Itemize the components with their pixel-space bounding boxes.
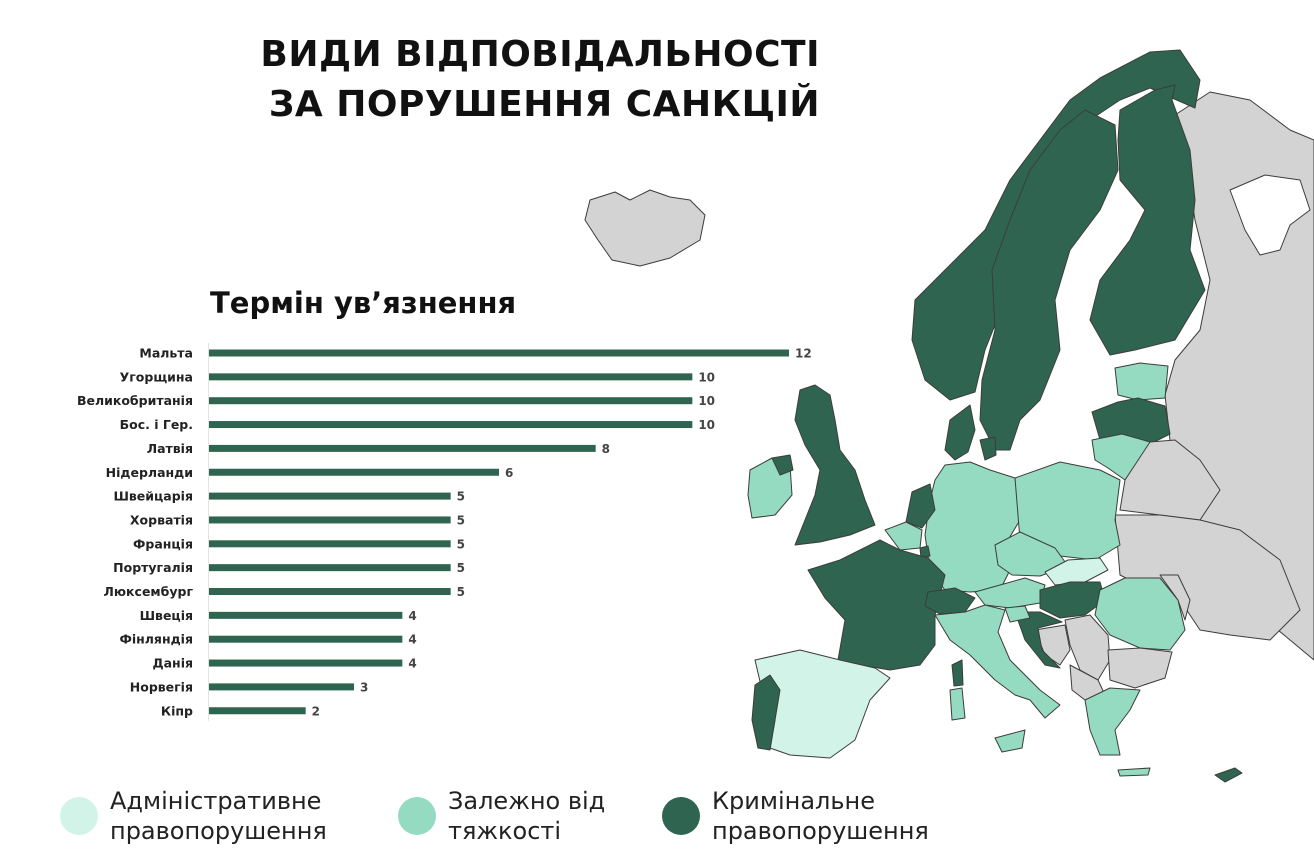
category-label: Мальта [139, 346, 193, 361]
chart-title: Термін ув’язнення [210, 286, 517, 320]
map-croatia [1014, 611, 1063, 669]
map-greece [1084, 687, 1141, 756]
value-label: 5 [457, 561, 465, 575]
legend-dot-depends [398, 797, 436, 835]
category-label: Данія [152, 656, 193, 671]
category-label: Латвія [147, 441, 193, 456]
category-label: Великобританія [77, 393, 193, 408]
legend-label-criminal: Кримінальне правопорушення [712, 787, 929, 845]
value-label: 4 [408, 633, 416, 647]
category-label: Хорватія [130, 512, 193, 527]
map-cyprus [1214, 767, 1243, 783]
legend-label-administrative: Адміністративне правопорушення [110, 787, 327, 845]
value-label: 8 [602, 442, 610, 456]
bar [209, 683, 354, 691]
category-label: Кіпр [161, 703, 193, 718]
map-italy [934, 604, 1061, 719]
map-luxembourg [919, 545, 931, 559]
value-label: 2 [312, 704, 320, 718]
map-slovakia [1044, 557, 1109, 586]
map-iceland [584, 189, 706, 267]
category-label: Нідерланди [106, 465, 193, 480]
map-portugal [751, 674, 781, 751]
category-label: Швейцарія [113, 489, 193, 504]
category-label: Норвегія [130, 679, 193, 694]
bar [209, 659, 403, 667]
map-moldova [1159, 574, 1191, 621]
legend-dot-criminal [662, 797, 700, 835]
value-label: 5 [457, 513, 465, 527]
map-northern-ireland [771, 454, 794, 476]
value-label: 5 [457, 490, 465, 504]
bar [209, 421, 693, 429]
title-line-2: ЗА ПОРУШЕННЯ САНКЦІЙ [268, 84, 820, 125]
value-label: 5 [457, 585, 465, 599]
bar [209, 635, 403, 643]
value-label: 3 [360, 680, 368, 694]
bar [209, 492, 451, 500]
map-corsica [951, 659, 964, 687]
category-label: Фінляндія [119, 632, 193, 647]
legend-criminal: Кримінальне правопорушення [662, 786, 972, 846]
map-uk [794, 384, 876, 546]
page-title: ВИДИ ВІДПОВІДАЛЬНОСТІ ЗА ПОРУШЕННЯ САНКЦ… [150, 30, 820, 130]
value-label: 10 [698, 370, 715, 384]
category-label: Люксембург [104, 584, 194, 599]
category-label: Португалія [113, 560, 193, 575]
map-romania [1094, 577, 1186, 651]
map-crete [1117, 767, 1151, 777]
map-sicily [994, 729, 1026, 753]
map-belarus [1119, 439, 1221, 521]
value-label: 4 [408, 609, 416, 623]
value-label: 6 [505, 466, 513, 480]
map-sweden [979, 109, 1119, 451]
map-estonia [1114, 362, 1169, 401]
bar [209, 468, 499, 476]
value-label: 10 [698, 418, 715, 432]
category-label: Угорщина [120, 369, 193, 384]
category-label: Швеція [140, 608, 193, 623]
value-label: 12 [795, 347, 812, 361]
map-serbia [1064, 614, 1111, 681]
map-white-sea [1229, 174, 1311, 256]
bar [209, 444, 596, 452]
bar [209, 397, 693, 405]
bar [209, 349, 789, 357]
bar [209, 564, 451, 572]
map-hungary [1039, 581, 1106, 619]
map-sardinia [949, 687, 966, 721]
map-slovenia [1004, 605, 1031, 623]
legend-depends: Залежно від тяжкості [398, 786, 638, 846]
bar [209, 373, 693, 381]
bar [209, 611, 403, 619]
title-line-1: ВИДИ ВІДПОВІДАЛЬНОСТІ [260, 34, 820, 75]
bar [209, 516, 451, 524]
map-netherlands [905, 483, 936, 529]
category-label: Франція [133, 536, 193, 551]
category-label: Бос. і Гер. [120, 417, 193, 432]
map-denmark [944, 404, 976, 461]
map-france [807, 539, 946, 671]
map-finland [1089, 84, 1206, 356]
map-denmark-island [979, 436, 997, 461]
value-label: 5 [457, 537, 465, 551]
legend-dot-administrative [60, 797, 98, 835]
legend-administrative: Адміністративне правопорушення [60, 786, 360, 846]
bar [209, 588, 451, 595]
bar [209, 540, 451, 548]
legend-label-depends: Залежно від тяжкості [448, 787, 606, 845]
value-label: 4 [408, 657, 416, 671]
bar [209, 707, 306, 715]
value-label: 10 [698, 394, 715, 408]
map-bulgaria [1107, 647, 1173, 689]
map-belgium [884, 521, 923, 551]
